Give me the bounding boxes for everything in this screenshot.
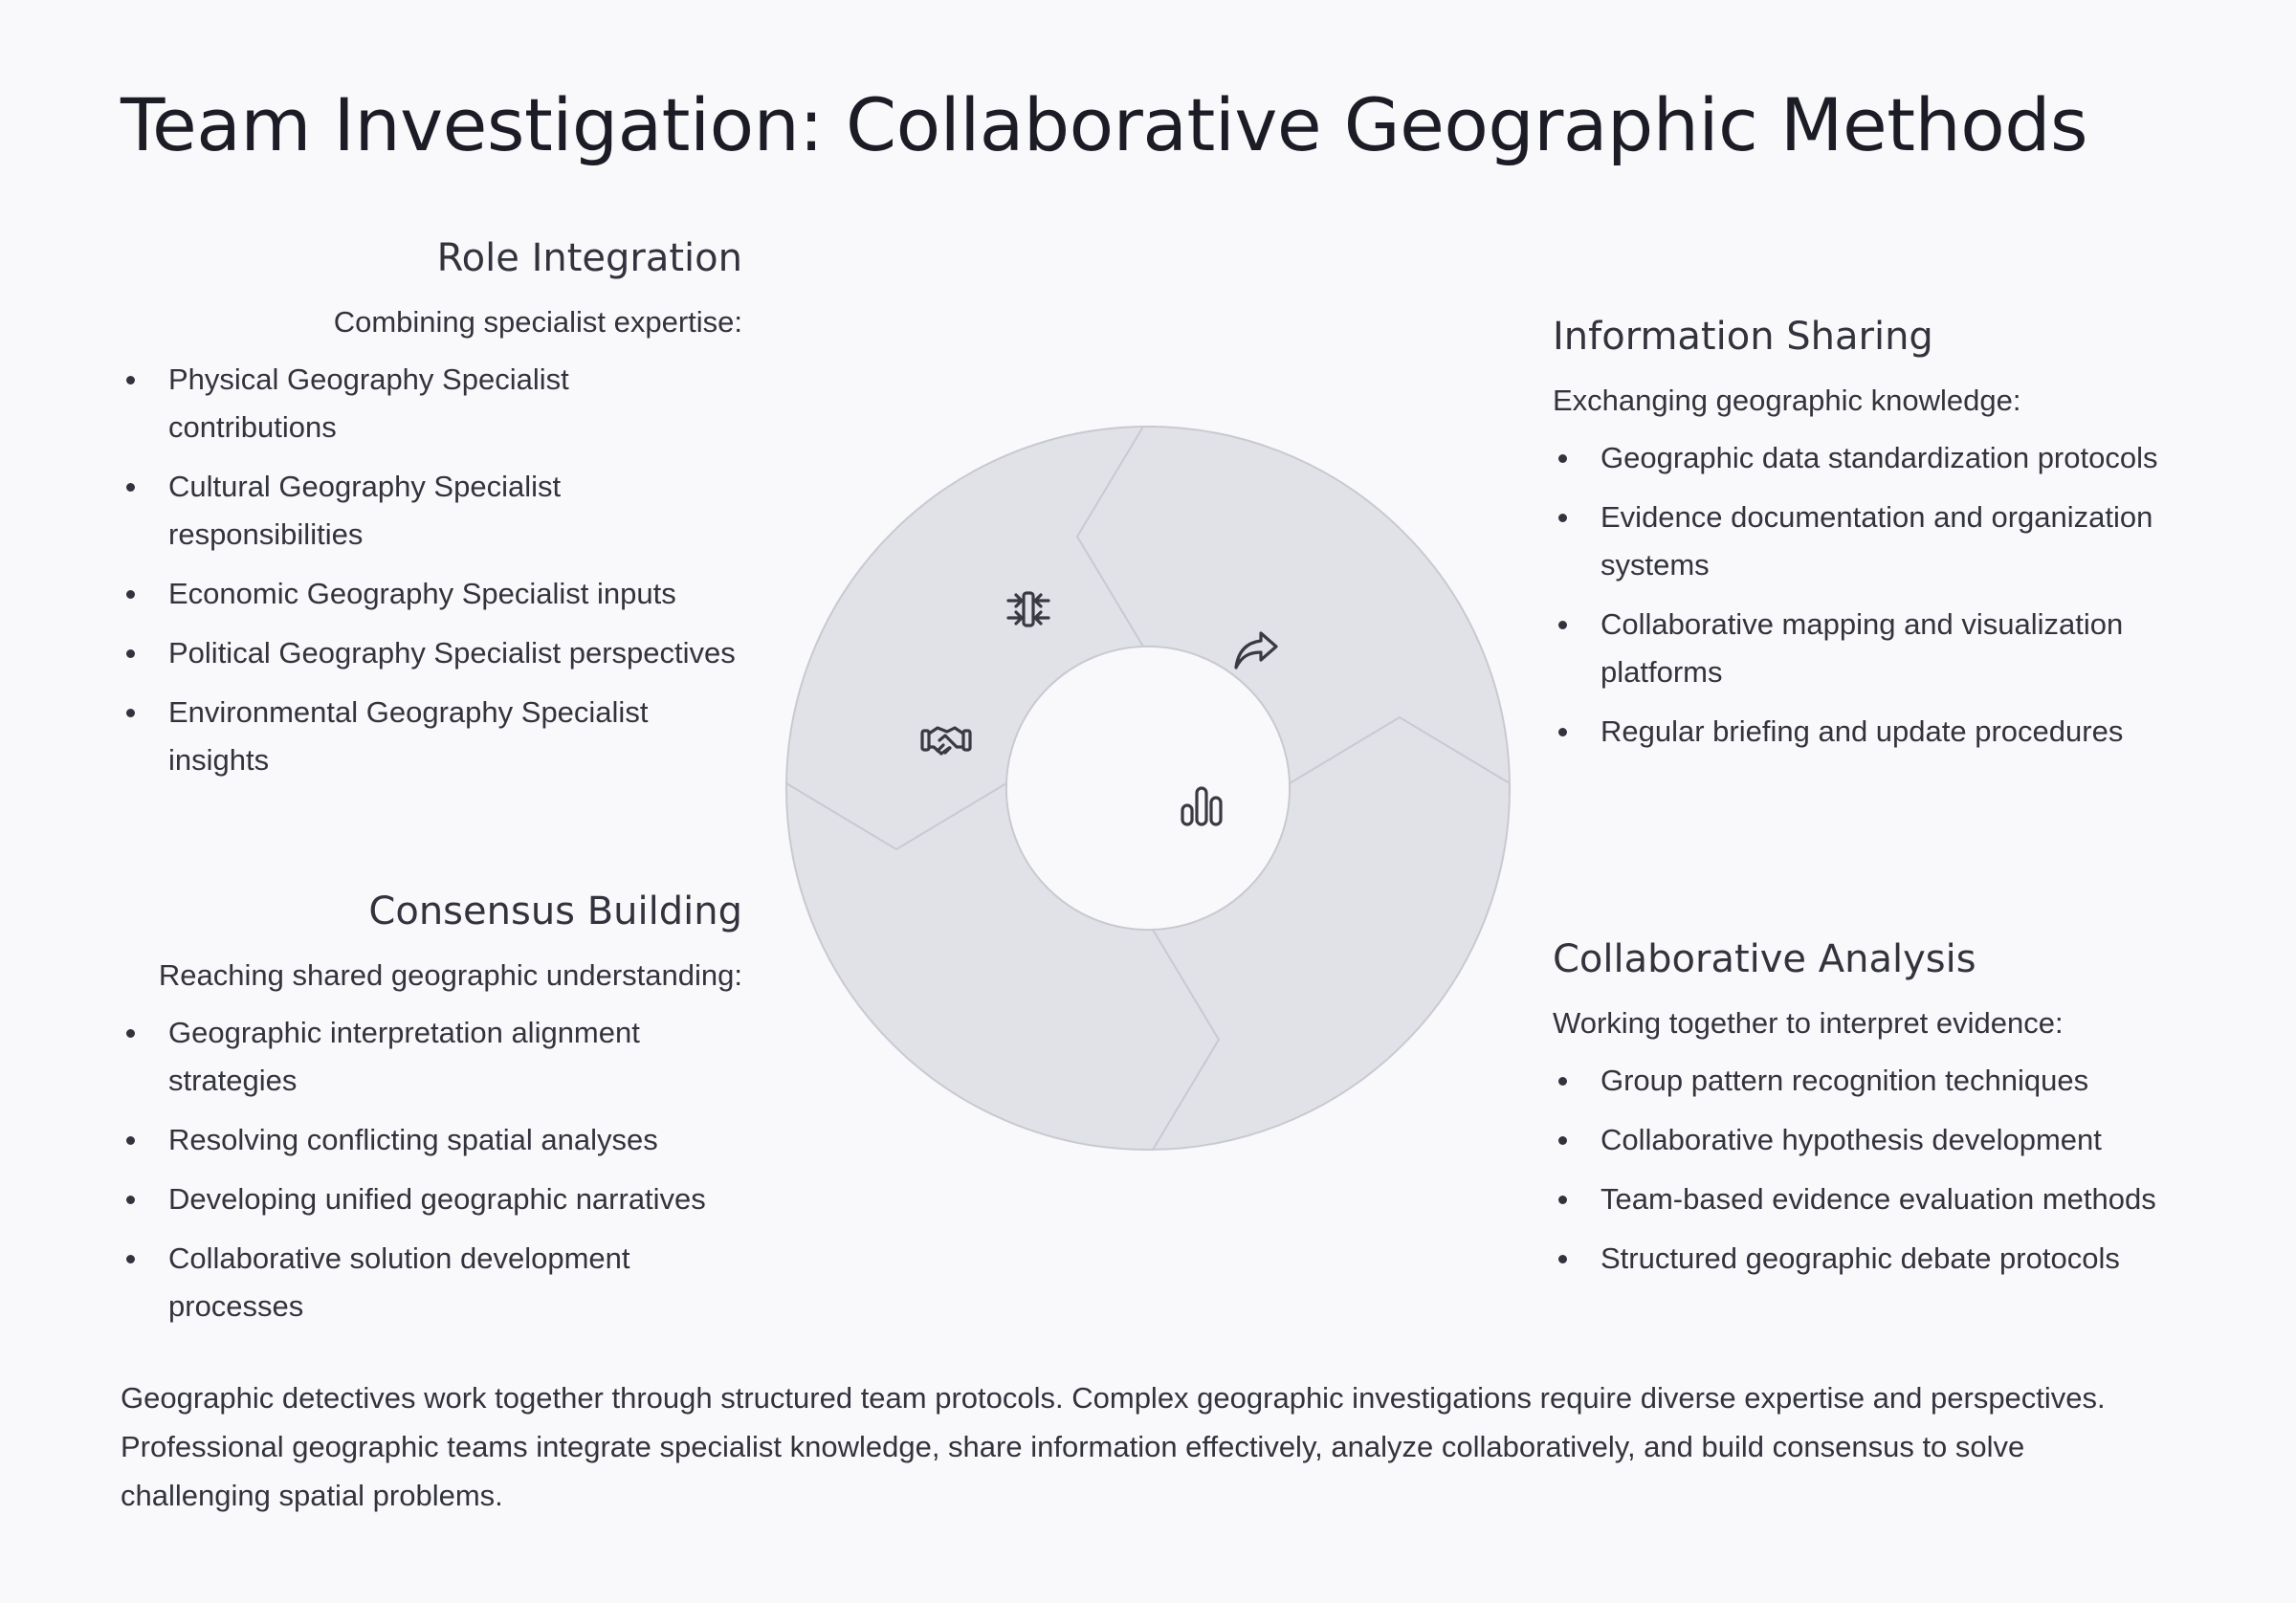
cycle-segments: [784, 425, 1512, 1152]
page-title: Team Investigation: Collaborative Geogra…: [121, 82, 2088, 167]
handshake-icon: [920, 726, 972, 756]
list-item: Political Geography Specialist perspecti…: [121, 629, 742, 677]
list-item: Evidence documentation and organization …: [1553, 494, 2184, 589]
list-item: Collaborative solution development proce…: [121, 1235, 742, 1330]
arrows-merge-icon: [1006, 591, 1050, 627]
list-item: Geographic interpretation alignment stra…: [121, 1009, 742, 1105]
section-intro: Reaching shared geographic understanding…: [158, 958, 742, 992]
list-item: Cultural Geography Specialist responsibi…: [121, 463, 742, 559]
bullet-list: Geographic data standardization protocol…: [1553, 434, 2184, 756]
bullet-list: Geographic interpretation alignment stra…: [121, 1009, 742, 1330]
cycle-diagram: [784, 425, 1512, 1152]
section-heading: Collaborative Analysis: [1553, 937, 1976, 981]
list-item: Developing unified geographic narratives: [121, 1175, 742, 1223]
segment-information-sharing: [1075, 425, 1512, 795]
bullet-list: Physical Geography Specialist contributi…: [121, 356, 742, 784]
list-item: Economic Geography Specialist inputs: [121, 570, 742, 618]
list-item: Structured geographic debate protocols: [1553, 1235, 2184, 1283]
section-heading: Consensus Building: [368, 889, 742, 933]
bar-chart-icon: [1181, 786, 1223, 826]
segment-consensus-building: [784, 781, 1221, 1152]
section-information-sharing: Information Sharing Exchanging geographi…: [1553, 310, 2184, 767]
list-item: Physical Geography Specialist contributi…: [121, 356, 742, 451]
list-item: Team-based evidence evaluation methods: [1553, 1175, 2184, 1223]
section-intro: Working together to interpret evidence:: [1553, 1006, 2064, 1040]
section-intro: Exchanging geographic knowledge:: [1553, 384, 2021, 417]
section-consensus-building: Consensus Building Reaching shared geogr…: [121, 885, 742, 1342]
section-heading: Role Integration: [436, 236, 742, 280]
list-item: Collaborative mapping and visualization …: [1553, 601, 2184, 696]
list-item: Geographic data standardization protocol…: [1553, 434, 2184, 482]
segment-collaborative-analysis: [1141, 715, 1512, 1152]
share-arrow-icon: [1234, 631, 1278, 670]
list-item: Resolving conflicting spatial analyses: [121, 1116, 742, 1164]
section-intro: Combining specialist expertise:: [333, 305, 742, 339]
list-item: Environmental Geography Specialist insig…: [121, 689, 742, 784]
list-item: Regular briefing and update procedures: [1553, 708, 2184, 756]
bullet-list: Group pattern recognition techniques Col…: [1553, 1057, 2184, 1283]
section-role-integration: Role Integration Combining specialist ex…: [121, 231, 742, 796]
footer-summary: Geographic detectives work together thro…: [121, 1381, 2106, 1512]
section-heading: Information Sharing: [1553, 315, 1933, 359]
list-item: Collaborative hypothesis development: [1553, 1116, 2184, 1164]
segment-role-integration: [784, 425, 1155, 861]
list-item: Group pattern recognition techniques: [1553, 1057, 2184, 1105]
section-collaborative-analysis: Collaborative Analysis Working together …: [1553, 933, 2184, 1294]
